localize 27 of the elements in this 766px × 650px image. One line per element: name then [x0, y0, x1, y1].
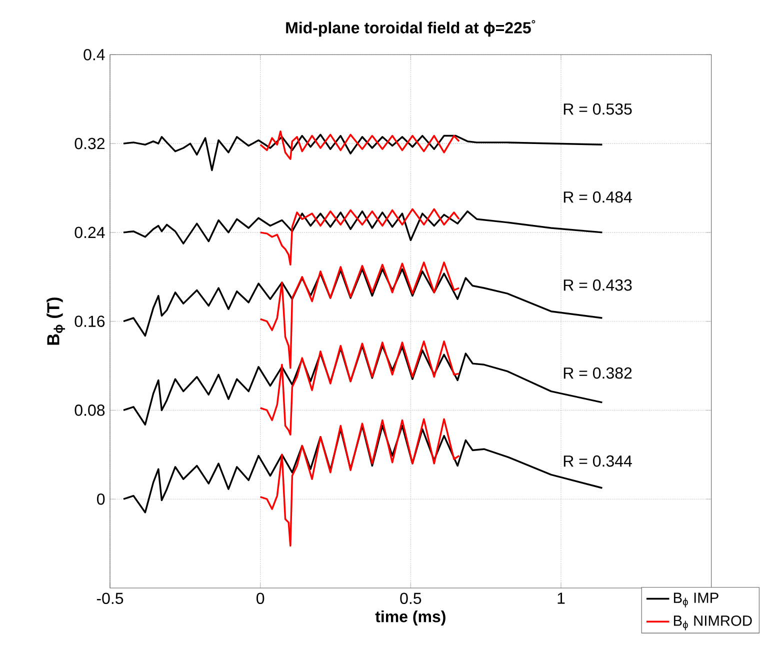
line-series [259, 208, 460, 266]
legend-label: B$_{ϕ}$ NIMROD [674, 616, 752, 630]
legend-label: B$_{ϕ}$ IMP [674, 592, 718, 608]
line-series [259, 262, 460, 369]
annotation: R = 0.535 [564, 103, 632, 115]
x-tick-label: 0.5 [400, 592, 422, 604]
line-series [259, 130, 460, 160]
y-axis-title: B$_{ϕ}$ (T) [46, 298, 65, 345]
chart-title: Mid-plane toroidal field at ϕ=225$^{°}$ [286, 20, 536, 37]
line-series [259, 340, 460, 436]
annotation: R = 0.382 [564, 367, 632, 379]
y-tick-label: 0.32 [74, 138, 104, 150]
line-series [122, 134, 604, 172]
annotation: R = 0.344 [564, 455, 632, 467]
annotation: R = 0.433 [564, 279, 632, 291]
y-tick-label: 0.4 [84, 49, 105, 60]
line-series [122, 210, 604, 244]
x-axis-title: time (ms) [375, 610, 446, 626]
y-tick-label: 0 [97, 493, 105, 505]
y-tick-label: 0.08 [74, 404, 105, 416]
x-tick-label: 1 [558, 592, 565, 604]
x-tick-label: 0 [256, 592, 264, 604]
y-tick-label: 0.16 [74, 316, 105, 327]
y-tick-label: 0.24 [74, 226, 105, 238]
x-tick-label: -0.5 [96, 592, 124, 604]
line-series [259, 418, 460, 547]
annotation: R = 0.484 [564, 191, 632, 203]
